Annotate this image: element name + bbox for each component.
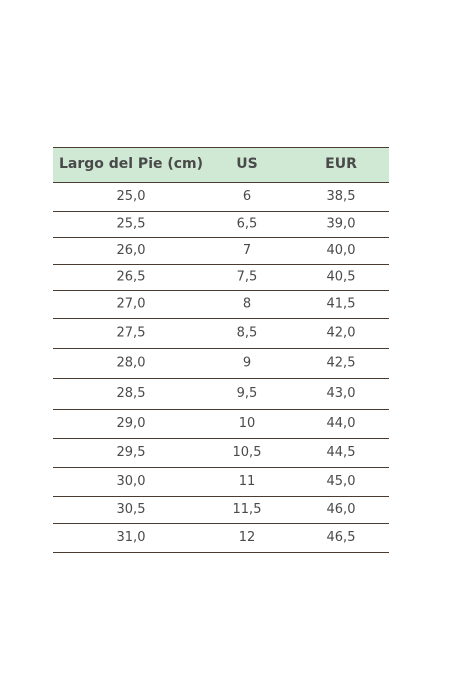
table-cell: 38,5 — [327, 189, 356, 204]
table-cell: 40,5 — [327, 270, 356, 285]
table-cell: 6 — [243, 189, 251, 204]
table-cell: 9 — [243, 356, 251, 371]
table-cell: 26,0 — [117, 243, 146, 258]
table-cell: 39,0 — [327, 217, 356, 232]
table-cell: 10,5 — [233, 445, 262, 460]
table-cell: 29,5 — [117, 445, 146, 460]
table-cell: 8,5 — [237, 326, 258, 341]
table-cell: 46,0 — [327, 502, 356, 517]
table-cell: 30,5 — [117, 502, 146, 517]
table-cell: 29,0 — [117, 416, 146, 431]
table-cell: 6,5 — [237, 217, 258, 232]
table-cell: 42,5 — [327, 356, 356, 371]
table-cell: 10 — [239, 416, 256, 431]
table-cell: 26,5 — [117, 270, 146, 285]
table-cell: 40,0 — [327, 243, 356, 258]
table-cell: 42,0 — [327, 326, 356, 341]
table-cell: 27,0 — [117, 297, 146, 312]
table-cell: 9,5 — [237, 386, 258, 401]
table-cell: 43,0 — [327, 386, 356, 401]
table-cell: 45,0 — [327, 474, 356, 489]
table-cell: 31,0 — [117, 530, 146, 545]
table-cell: 25,0 — [117, 189, 146, 204]
table-cell: 12 — [239, 530, 256, 545]
header-cell: EUR — [325, 156, 357, 172]
table-cell: 11 — [239, 474, 256, 489]
table-cell: 8 — [243, 297, 251, 312]
header-cell: US — [236, 156, 257, 172]
table-cell: 46,5 — [327, 530, 356, 545]
table-cell: 41,5 — [327, 297, 356, 312]
header-background — [53, 147, 389, 182]
table-cell: 7 — [243, 243, 251, 258]
table-cell: 44,0 — [327, 416, 356, 431]
table-cell: 28,5 — [117, 386, 146, 401]
table-cell: 28,0 — [117, 356, 146, 371]
table-cell: 27,5 — [117, 326, 146, 341]
table-cell: 44,5 — [327, 445, 356, 460]
table-cell: 11,5 — [233, 502, 262, 517]
header-cell: Largo del Pie (cm) — [59, 156, 203, 172]
table-cell: 25,5 — [117, 217, 146, 232]
table-cell: 30,0 — [117, 474, 146, 489]
table-cell: 7,5 — [237, 270, 258, 285]
